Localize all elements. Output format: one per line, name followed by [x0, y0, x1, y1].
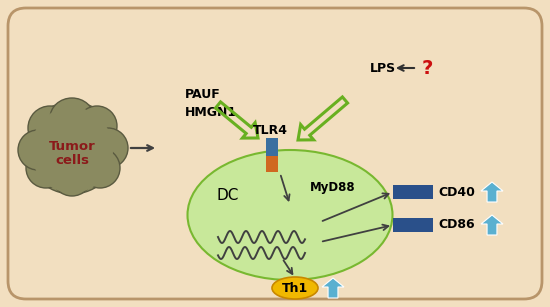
Ellipse shape [26, 102, 118, 194]
Text: PAUF: PAUF [185, 88, 221, 102]
FancyBboxPatch shape [8, 8, 542, 299]
Text: DC: DC [217, 188, 239, 203]
Bar [393, 218, 433, 232]
Text: Th1: Th1 [282, 282, 308, 294]
Polygon shape [481, 182, 503, 202]
Ellipse shape [26, 148, 66, 188]
Text: ?: ? [421, 59, 433, 77]
Polygon shape [322, 278, 344, 298]
Text: HMGN1: HMGN1 [185, 106, 237, 119]
Ellipse shape [80, 148, 120, 188]
Ellipse shape [88, 128, 128, 168]
Ellipse shape [50, 98, 94, 138]
Ellipse shape [52, 156, 92, 196]
Ellipse shape [77, 106, 117, 146]
Bar [266, 138, 278, 156]
Ellipse shape [18, 130, 58, 170]
Polygon shape [481, 215, 503, 235]
Bar [266, 156, 278, 172]
Text: CD86: CD86 [438, 219, 475, 231]
Ellipse shape [28, 106, 72, 150]
Text: cells: cells [55, 154, 89, 166]
Ellipse shape [272, 277, 318, 299]
Ellipse shape [31, 107, 113, 193]
Text: Tumor: Tumor [48, 141, 95, 154]
Text: TLR4: TLR4 [252, 123, 288, 137]
Text: CD40: CD40 [438, 185, 475, 199]
Ellipse shape [188, 150, 393, 280]
Text: MyD88: MyD88 [310, 181, 356, 193]
Text: LPS: LPS [370, 61, 396, 75]
Bar [393, 185, 433, 199]
